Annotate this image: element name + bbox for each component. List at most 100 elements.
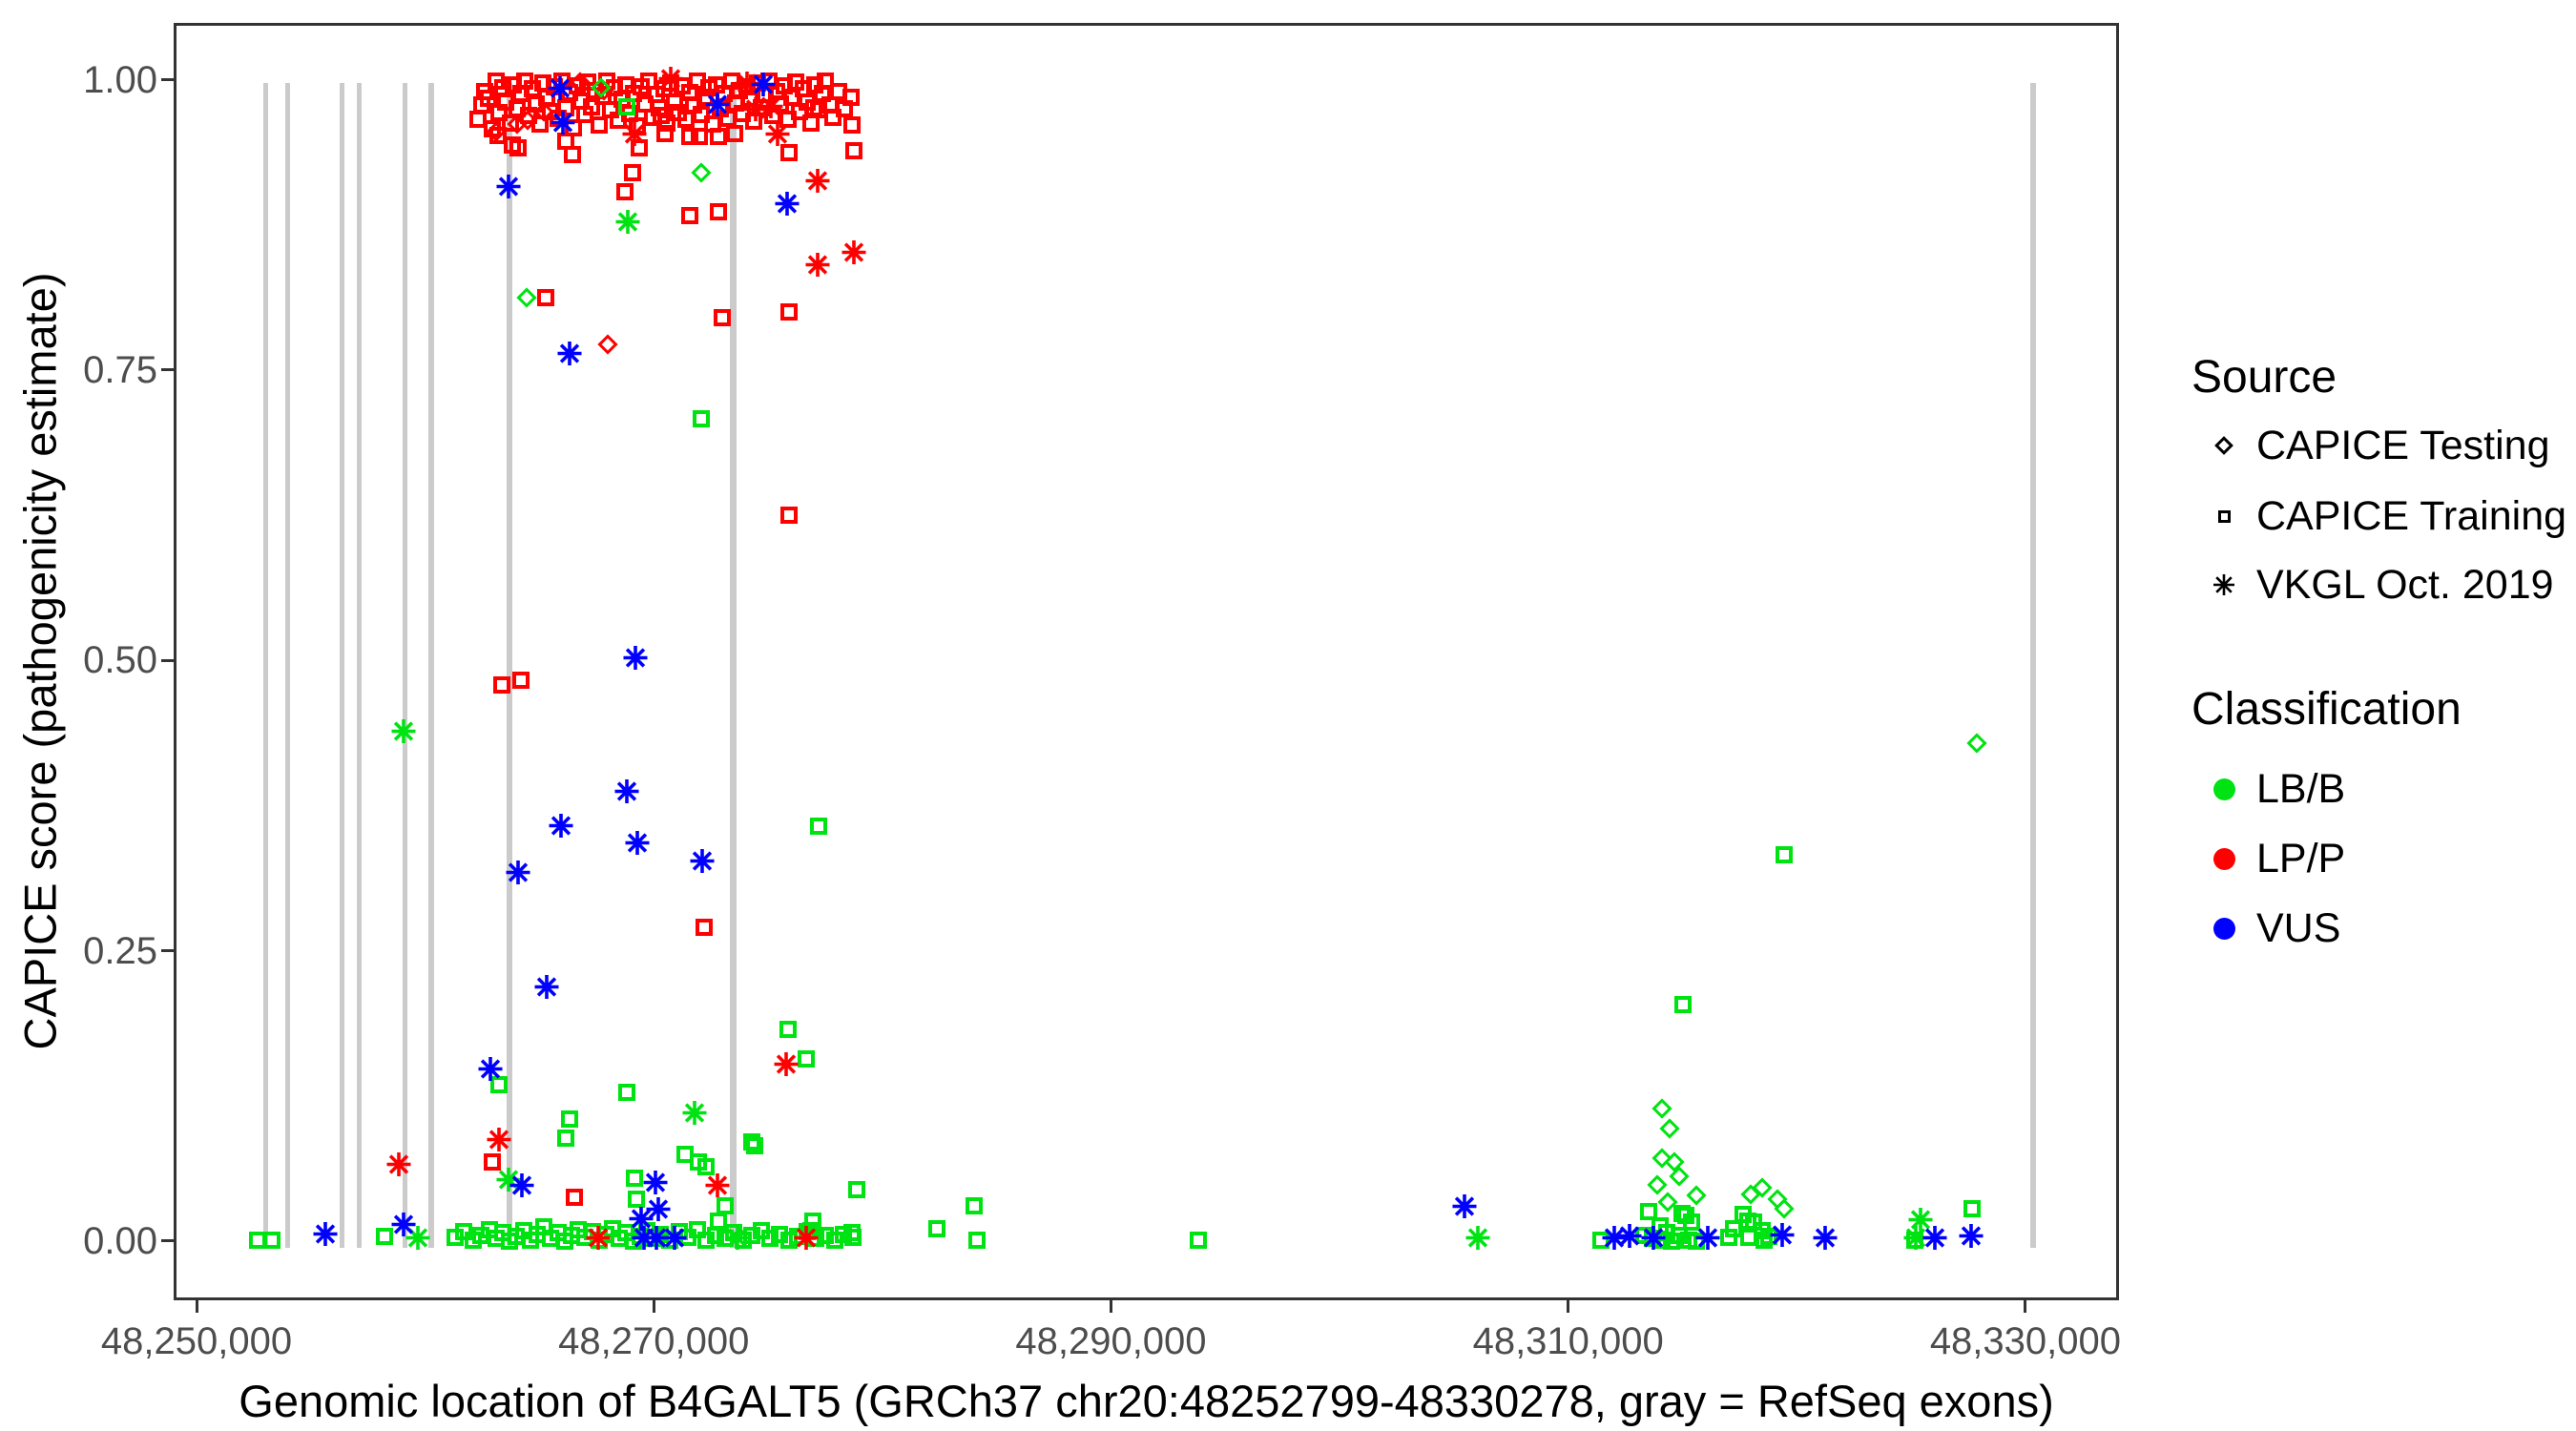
data-point [1694, 1225, 1720, 1255]
data-point [1769, 1222, 1795, 1253]
data-point [617, 97, 635, 115]
y-tick-mark [161, 368, 174, 372]
data-point [1601, 1225, 1627, 1255]
legend-classification-title: Classification [2192, 684, 2462, 735]
data-point [550, 110, 575, 140]
data-point [965, 1197, 983, 1215]
data-point [1902, 1225, 1928, 1255]
data-point [560, 1110, 578, 1129]
data-point [734, 71, 759, 101]
data-point [779, 1021, 797, 1039]
x-tick-label: 48,310,000 [1472, 1320, 1664, 1362]
data-point [817, 72, 835, 90]
data-point [804, 168, 830, 198]
data-point [779, 144, 798, 162]
legend-item-vus: VUS [2192, 905, 2340, 951]
data-point [479, 90, 497, 108]
data-point [1812, 1225, 1838, 1255]
data-point [375, 1228, 393, 1246]
data-point [847, 1181, 865, 1199]
data-point [666, 93, 684, 111]
data-point [631, 1225, 656, 1255]
data-point [1775, 845, 1793, 863]
data-point [713, 309, 731, 327]
data-point [750, 72, 776, 102]
data-point [725, 124, 743, 142]
x-tick-label: 48,270,000 [558, 1320, 750, 1362]
y-tick-label: 0.75 [83, 348, 157, 391]
data-point [583, 97, 601, 115]
data-point [645, 1196, 671, 1227]
data-point [661, 1225, 687, 1255]
data-point [774, 191, 800, 221]
data-point [652, 107, 670, 125]
plot-panel [174, 23, 2119, 1300]
data-point [488, 127, 507, 145]
data-point [390, 1212, 416, 1242]
data-point [492, 675, 510, 694]
legend-item-label: VUS [2256, 904, 2341, 951]
data-point [547, 75, 572, 106]
data-point [390, 718, 416, 749]
data-point [623, 164, 641, 182]
data-point [585, 1225, 611, 1255]
data-point [565, 1188, 583, 1206]
legend-item-label: CAPICE Testing [2256, 422, 2550, 468]
data-point [312, 1221, 338, 1252]
lbb-dot-icon [2212, 778, 2235, 800]
data-point [1752, 1177, 1773, 1198]
data-point [1739, 1229, 1757, 1247]
data-point [591, 77, 612, 98]
x-tick-mark [2024, 1300, 2027, 1313]
data-point [614, 209, 640, 239]
legend-item-vkgl: VKGL Oct. 2019 [2192, 562, 2554, 608]
data-point [495, 1167, 521, 1197]
data-point [486, 121, 507, 143]
data-point [615, 182, 634, 200]
y-tick-label: 0.25 [83, 929, 157, 972]
data-point [642, 1170, 668, 1200]
data-point [1640, 1225, 1666, 1255]
data-point [1686, 1185, 1707, 1207]
data-point [1673, 995, 1692, 1013]
data-point [1465, 1225, 1491, 1255]
data-point [597, 334, 618, 355]
data-point [1639, 1203, 1657, 1221]
data-point [1719, 1229, 1737, 1247]
y-tick-mark [161, 949, 174, 953]
data-point [570, 72, 591, 93]
data-point [643, 1225, 669, 1255]
data-point [505, 860, 530, 890]
data-point [655, 124, 674, 142]
data-point [621, 121, 647, 152]
data-point [536, 289, 554, 307]
data-point [263, 1231, 280, 1249]
y-tick-mark [161, 658, 174, 662]
data-point [688, 1220, 706, 1238]
data-point [779, 303, 798, 321]
data-point [695, 919, 713, 937]
data-point [773, 1051, 799, 1082]
legend-item-label: LP/P [2256, 835, 2346, 881]
data-point [517, 110, 538, 131]
legend-item-lbb: LB/B [2192, 766, 2345, 812]
data-point [842, 116, 861, 135]
legend-item-label: LB/B [2256, 765, 2346, 812]
lpp-dot-icon [2212, 847, 2235, 870]
data-point [704, 1172, 730, 1203]
refseq-exon-bar [729, 82, 737, 1248]
data-point [657, 66, 683, 96]
data-point [1774, 1198, 1795, 1219]
data-point [478, 1056, 504, 1087]
refseq-exon-bar [403, 82, 408, 1248]
data-point [697, 1231, 716, 1249]
data-point [563, 145, 581, 163]
data-point [622, 645, 648, 675]
data-point [681, 1100, 707, 1130]
data-point [556, 341, 582, 371]
data-point [556, 1129, 574, 1147]
data-point [483, 1153, 501, 1172]
data-point [761, 1230, 779, 1248]
data-point [1958, 1223, 1984, 1254]
refseq-exon-bar [285, 82, 291, 1248]
